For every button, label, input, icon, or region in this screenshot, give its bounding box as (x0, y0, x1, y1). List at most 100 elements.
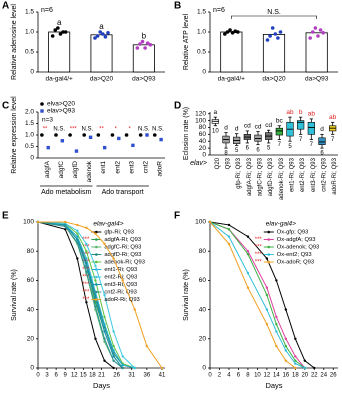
data-point (85, 250, 88, 253)
legend-label: adoR-Ri; Q93 (104, 297, 139, 303)
legend-label: ent3-Ri; Q93 (104, 282, 137, 288)
data-point (246, 250, 250, 253)
data-point (68, 133, 72, 137)
significance-label: *** (255, 252, 263, 258)
data-point (76, 229, 79, 232)
legend-label: Ox-gfp; Q93 (277, 230, 309, 236)
survival-line (37, 221, 124, 369)
legend-marker (95, 253, 98, 256)
x-tick-label: 36 (144, 373, 151, 379)
x-tick-label: 16 (283, 373, 290, 379)
significance-letter: b (142, 32, 147, 41)
x-tick-label: 31 (128, 373, 135, 379)
data-point (278, 30, 283, 34)
data-point (40, 133, 44, 137)
y-tick-label: 1.0 (25, 29, 34, 36)
y-tick-label: 1.0 (25, 132, 34, 139)
x-axis-title: Days (93, 381, 110, 390)
significance-label: *** (255, 237, 263, 243)
y-tick-label: 1.5 (25, 9, 34, 16)
y-tick-label: 80 (199, 248, 207, 255)
legend-label: adenok-Ri; Q93 (104, 260, 145, 266)
significance-letter: b (299, 109, 303, 116)
significance-label: *** (255, 245, 263, 251)
y-tick-label: 0 (30, 155, 34, 162)
data-point (152, 133, 157, 137)
data-point (94, 305, 97, 308)
data-point (64, 220, 67, 224)
data-point (85, 270, 88, 273)
data-point (103, 242, 106, 246)
x-tick-label: ent2 (114, 161, 121, 174)
data-point (303, 366, 307, 370)
legend-marker (267, 230, 271, 234)
data-point (85, 242, 88, 246)
x-tick-label: cnt2-Ri; Q93 (322, 157, 328, 191)
x-title: elav> (190, 160, 207, 167)
data-point (121, 366, 124, 370)
data-point (121, 355, 124, 358)
data-point (106, 31, 110, 35)
survival-line (37, 221, 114, 369)
significance-label: N.S. (138, 127, 150, 133)
y-tick-label: 80 (27, 248, 35, 255)
y-tick-label: 2.0 (25, 109, 34, 116)
data-point (227, 242, 231, 246)
y-tick-label: 60 (199, 277, 207, 284)
data-point (265, 293, 269, 297)
data-point (94, 232, 97, 235)
data-point (294, 355, 297, 358)
x-tick-label: adgfC-Ri; Q93 (258, 157, 264, 196)
legend-marker (267, 238, 271, 241)
significance-label: ** (99, 127, 104, 133)
y-tick-label: 60 (27, 277, 35, 284)
data-point (228, 28, 232, 32)
data-point (82, 133, 87, 137)
legend-marker (95, 298, 98, 301)
data-point (284, 359, 288, 362)
significance-letter: a (57, 18, 62, 27)
data-point (265, 323, 269, 326)
significance-letter: cd (265, 122, 272, 129)
sample-size: 6 (256, 147, 260, 153)
data-point (103, 359, 106, 362)
y-tick-label: 1.0 (197, 29, 206, 36)
x-tick-label: gfp-Ri; Q93 (236, 157, 242, 188)
significance-letter: ab (329, 114, 337, 121)
significance-letter: a (99, 22, 104, 31)
y-tick-label: 20 (199, 336, 207, 343)
sample-size: n=6 (41, 7, 53, 14)
data-point (227, 228, 231, 231)
legend-label: ent1-Ri; Q93 (104, 267, 137, 273)
legend-label: adgfA-Ri; Q93 (104, 237, 141, 243)
data-point (143, 46, 147, 50)
x-tick-label: 12 (71, 373, 78, 379)
data-point (310, 30, 315, 34)
data-point (102, 145, 107, 150)
sample-size: 5 (288, 144, 292, 150)
data-point (85, 226, 88, 230)
data-point (95, 34, 100, 38)
y-tick-label: 0.5 (197, 49, 206, 56)
data-point (124, 133, 129, 137)
x-tick-label: adgfA (44, 160, 51, 178)
data-point (76, 235, 79, 238)
significance-label: *** (82, 297, 90, 303)
significance-label: N.S. (267, 9, 281, 16)
sample-size: 5 (267, 146, 271, 152)
data-point (76, 257, 79, 260)
x-tick-label: da>Q20 (90, 76, 114, 83)
y-tick-label: 0 (30, 365, 34, 372)
data-point (275, 344, 278, 348)
y-tick-label: 0 (202, 69, 206, 76)
x-tick-label: 22 (311, 373, 318, 379)
significance-letter: d (320, 126, 324, 133)
x-tick-label: da>Q93 (132, 76, 156, 83)
x-tick-label: da>Q93 (305, 76, 329, 83)
group-label: Ado transport (102, 189, 144, 196)
x-tick-label: 26 (330, 373, 337, 379)
data-point (53, 28, 58, 32)
data-point (133, 366, 136, 370)
data-point (275, 279, 278, 282)
